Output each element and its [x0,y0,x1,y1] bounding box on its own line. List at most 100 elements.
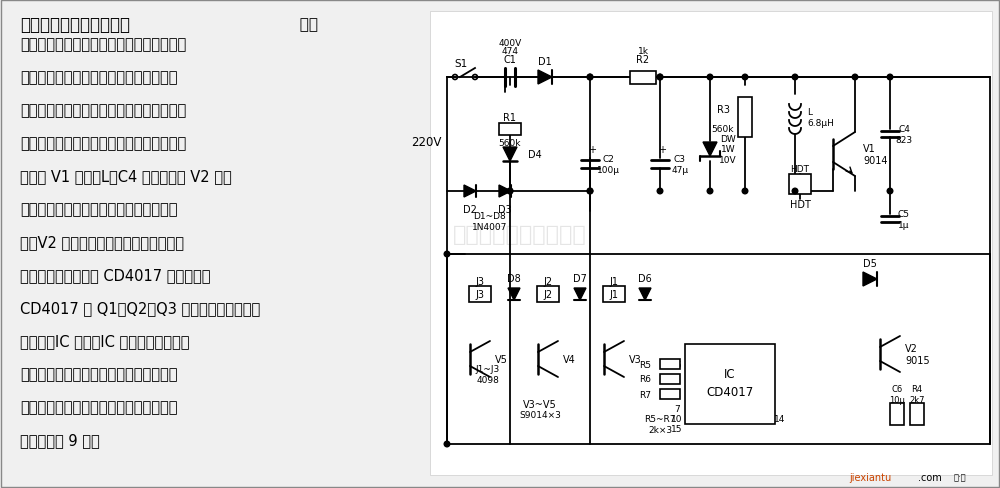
Circle shape [792,189,798,194]
Text: .com: .com [918,472,942,482]
Text: R4
2k7: R4 2k7 [909,385,925,404]
Text: 号，由十进制计数器 CD4017 计数。采用: 号，由十进制计数器 CD4017 计数。采用 [20,268,210,283]
Text: 7: 7 [674,405,680,414]
Text: C5
1μ: C5 1μ [898,210,910,229]
Bar [890,403,904,425]
Polygon shape [503,148,517,162]
Bar [685,345,775,424]
Bar [789,175,811,195]
Bar [630,71,656,84]
Bar [430,12,992,475]
Text: R5: R5 [639,360,651,369]
Circle shape [587,189,593,194]
Text: IC: IC [724,368,736,381]
Text: 亚超声波电扇调速遥控器: 亚超声波电扇调速遥控器 [20,16,130,34]
Text: 560k: 560k [712,125,734,134]
Text: DW
1W
10V: DW 1W 10V [719,135,737,164]
Bar [738,98,752,138]
Text: D1~D8
1N4007: D1~D8 1N4007 [472,212,508,231]
Text: C3
47μ: C3 47μ [671,155,689,174]
Bar [660,389,680,399]
Circle shape [742,189,748,194]
Text: R2: R2 [636,55,650,65]
Text: 电器。继电器的触点接入原调速器的调速: 电器。继电器的触点接入原调速器的调速 [20,367,178,382]
Circle shape [657,75,663,81]
Text: J1: J1 [610,276,618,286]
Bar [603,286,625,303]
Text: 474: 474 [502,47,518,57]
Circle shape [707,75,713,81]
Text: 他家用开关的遥控。其主要特点是发射端: 他家用开关的遥控。其主要特点是发射端 [20,70,178,85]
Polygon shape [538,71,552,85]
Text: D8: D8 [507,273,521,284]
Circle shape [507,189,513,194]
Text: R1: R1 [504,113,516,123]
Text: +: + [658,145,666,155]
Polygon shape [508,288,520,301]
Text: jiexiantu: jiexiantu [849,472,891,482]
Text: J3: J3 [476,276,484,286]
Bar [469,286,491,303]
Circle shape [587,189,593,194]
Text: 16: 16 [671,360,683,369]
Polygon shape [574,288,586,301]
Text: +: + [588,145,596,155]
Text: J1: J1 [610,289,618,299]
Text: 2: 2 [674,375,680,384]
Text: 采用亚超声发射器，无方向性限制，不需电: 采用亚超声发射器，无方向性限制，不需电 [20,103,186,118]
Text: 并输出脉冲。每次操作时，手捏一下发射: 并输出脉冲。每次操作时，手捏一下发射 [20,202,178,217]
Text: 1k: 1k [638,46,648,55]
Text: C1: C1 [504,55,516,65]
Bar [910,403,924,425]
Text: V5: V5 [495,354,508,364]
Text: V4: V4 [563,354,576,364]
Text: 可对: 可对 [290,18,318,32]
Polygon shape [499,185,511,198]
Polygon shape [703,142,717,157]
Text: 到来时，IC 清零。IC 控制三极管推动继: 到来时，IC 清零。IC 控制三极管推动继 [20,334,190,349]
Bar [660,374,680,384]
Circle shape [507,189,513,194]
Text: D4: D4 [528,150,542,160]
Bar [660,359,680,369]
Text: D5: D5 [863,259,877,268]
Text: 源，经久耐用。压电蜂鸣器收到的亚超声波: 源，经久耐用。压电蜂鸣器收到的亚超声波 [20,136,186,151]
Text: S1: S1 [454,59,468,69]
Text: D6: D6 [638,273,652,284]
Text: S9014×3: S9014×3 [519,409,561,419]
Text: 14: 14 [774,415,786,424]
Text: 信号经 V1 放大，L、C4 选频，再经 V2 放大: 信号经 V1 放大，L、C4 选频，再经 V2 放大 [20,169,232,184]
Polygon shape [464,185,476,198]
Text: C2
100μ: C2 100μ [596,155,620,174]
Text: CD4017 的 Q1、Q2、Q3 挡位。当第四次信号: CD4017 的 Q1、Q2、Q3 挡位。当第四次信号 [20,301,260,316]
Circle shape [444,441,450,447]
Text: 杭州将睿科技有限公司: 杭州将睿科技有限公司 [453,224,587,244]
Text: 电风扇实现遥控开关、调速，也可实现对其: 电风扇实现遥控开关、调速，也可实现对其 [20,38,186,52]
Text: HDT: HDT [790,200,810,209]
Text: 400V: 400V [498,40,522,48]
Text: D2: D2 [463,204,477,215]
Bar [499,124,521,136]
Text: HDT: HDT [790,165,810,174]
Text: 10: 10 [671,415,683,424]
Text: C4
823: C4 823 [895,125,913,144]
Text: D1: D1 [538,57,552,67]
Text: D3: D3 [498,204,512,215]
Polygon shape [639,288,651,301]
Text: V3~V5: V3~V5 [523,399,557,409]
Circle shape [707,189,713,194]
Text: 4: 4 [674,390,680,399]
Text: R5~R7
2k×3: R5~R7 2k×3 [644,414,676,434]
Bar [537,286,559,303]
Text: R7: R7 [639,390,651,399]
Circle shape [742,75,748,81]
Text: 560k: 560k [499,138,521,147]
Text: V2
9015: V2 9015 [905,344,930,365]
Text: V1
9014: V1 9014 [863,144,888,165]
Circle shape [657,189,663,194]
Circle shape [792,75,798,81]
Text: R6: R6 [639,375,651,384]
Text: CD4017: CD4017 [706,386,754,399]
Text: D7: D7 [573,273,587,284]
Text: 改可扩充为 9 路。: 改可扩充为 9 路。 [20,433,100,447]
